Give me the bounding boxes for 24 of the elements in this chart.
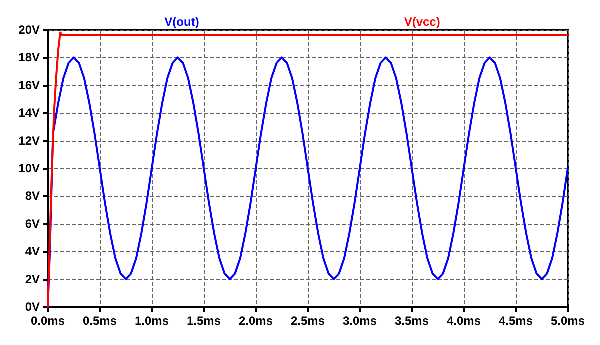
x-tick-label: 2.5ms bbox=[290, 314, 326, 328]
series-label: V(vcc) bbox=[404, 15, 440, 29]
x-tick-label: 0.0ms bbox=[30, 314, 66, 328]
y-tick-label: 18V bbox=[18, 50, 40, 65]
text: V(out) bbox=[164, 15, 200, 29]
y-tick-label: 10V bbox=[18, 162, 40, 176]
x-tick-label: 5.0ms bbox=[550, 314, 586, 328]
y-tick-label: 8V bbox=[25, 189, 40, 204]
y-tick-label: 14V bbox=[18, 106, 40, 120]
y-tick-label: 4V bbox=[25, 244, 40, 259]
x-tick-label: 4.0ms bbox=[446, 314, 482, 328]
y-tick-label: 20V bbox=[18, 23, 40, 37]
y-tick-label: 16V bbox=[18, 78, 40, 92]
y-tick-label: 12V bbox=[18, 134, 40, 148]
x-tick-label: 3.5ms bbox=[394, 314, 430, 328]
y-tick-label: 2V bbox=[25, 272, 40, 286]
y-tick-label: 6V bbox=[25, 216, 40, 231]
x-tick-label: 0.5ms bbox=[82, 314, 118, 328]
x-tick-label: 4.5ms bbox=[498, 314, 534, 328]
x-tick-label: 1.0ms bbox=[134, 314, 170, 328]
x-tick-label: 3.0ms bbox=[342, 314, 378, 328]
x-tick-label: 2.0ms bbox=[238, 314, 274, 328]
x-tick-label: 1.5ms bbox=[186, 314, 222, 328]
y-tick-label: 0V bbox=[25, 300, 40, 314]
